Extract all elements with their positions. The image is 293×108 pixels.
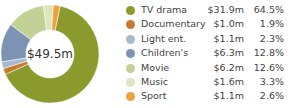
html-text:Documentary: Documentary <box>141 18 206 30</box>
svg-text:$49.5m: $49.5m <box>27 47 73 61</box>
html-text:$6.2m: $6.2m <box>213 61 244 73</box>
html-text:$6.3m: $6.3m <box>213 47 244 59</box>
html-text:$31.9m: $31.9m <box>207 4 244 15</box>
html-text:Movie: Movie <box>141 61 170 73</box>
html-text:$1.6m: $1.6m <box>213 76 244 87</box>
html-text:1.9%: 1.9% <box>259 18 284 30</box>
html-text:TV drama: TV drama <box>141 4 188 15</box>
html-text:$1.1m: $1.1m <box>213 90 244 102</box>
html-text:Sport: Sport <box>141 90 167 102</box>
html-text:2.6%: 2.6% <box>259 90 284 102</box>
html-text:$1.0m: $1.0m <box>213 18 244 30</box>
html-text:12.6%: 12.6% <box>253 61 284 73</box>
html-text:$1.1m: $1.1m <box>213 32 244 44</box>
html-text:3.3%: 3.3% <box>259 76 284 87</box>
html-text:Light ent.: Light ent. <box>141 32 187 44</box>
html-text:2.3%: 2.3% <box>259 32 284 44</box>
html-text:Music: Music <box>141 76 168 87</box>
html-text:Children's: Children's <box>141 47 189 59</box>
html-text:12.8%: 12.8% <box>253 47 284 59</box>
html-text:64.5%: 64.5% <box>253 4 284 15</box>
